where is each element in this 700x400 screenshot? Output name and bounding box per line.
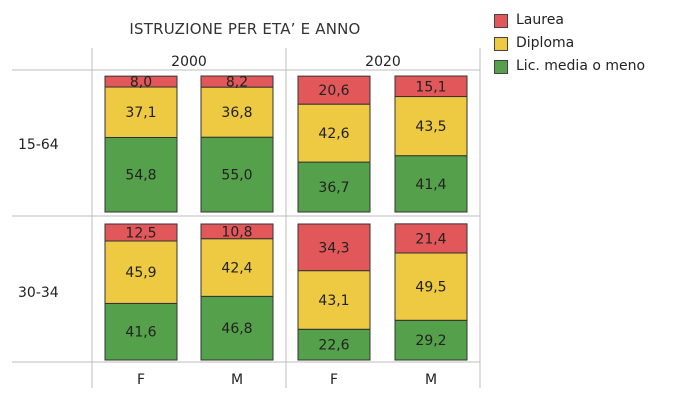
bar-segment-lic-media-o-meno-30-34-2000-m	[200, 295, 274, 361]
data-label-lic-media-o-meno-15-64-2000-f: 54,8	[125, 168, 156, 184]
data-label-lic-media-o-meno-30-34-2000-m: 46,8	[221, 321, 252, 337]
data-label-laurea-30-34-2020-m: 21,4	[415, 231, 446, 247]
data-label-laurea-30-34-2000-f: 12,5	[125, 226, 156, 242]
bar-segment-lic-media-o-meno-30-34-2020-f	[297, 328, 371, 361]
bar-segment-diploma-15-64-2000-m	[200, 86, 274, 138]
bar-segment-lic-media-o-meno-15-64-2000-m	[200, 136, 274, 213]
legend-swatch-laurea	[494, 14, 508, 28]
data-label-diploma-30-34-2000-m: 42,4	[221, 261, 252, 277]
bar-segment-laurea-15-64-2000-f	[104, 75, 178, 88]
bar-segment-lic-media-o-meno-30-34-2020-m	[394, 319, 468, 361]
data-label-laurea-15-64-2020-m: 15,1	[415, 79, 446, 95]
bar-segment-diploma-30-34-2020-m	[394, 252, 468, 321]
data-label-lic-media-o-meno-30-34-2000-f: 41,6	[125, 325, 156, 341]
bar-segment-laurea-30-34-2020-f	[297, 223, 371, 272]
data-label-lic-media-o-meno-15-64-2000-m: 55,0	[221, 168, 252, 184]
data-label-lic-media-o-meno-15-64-2020-f: 36,7	[318, 180, 349, 196]
legend-label-lic-media: Lic. media o meno	[516, 58, 646, 74]
data-label-diploma-15-64-2020-f: 42,6	[318, 126, 349, 142]
data-label-diploma-15-64-2000-m: 36,8	[221, 105, 252, 121]
data-label-laurea-15-64-2000-f: 8,0	[130, 75, 152, 91]
bar-segment-diploma-15-64-2020-f	[297, 103, 371, 163]
bar-segment-laurea-15-64-2000-m	[200, 75, 274, 88]
data-label-diploma-30-34-2000-f: 45,9	[125, 265, 156, 281]
data-label-diploma-30-34-2020-f: 43,1	[318, 293, 349, 309]
data-label-laurea-15-64-2000-m: 8,2	[226, 75, 248, 91]
column-header-2000: 2000	[171, 54, 207, 70]
bar-segment-lic-media-o-meno-15-64-2000-f	[104, 136, 178, 213]
legend-label-diploma: Diploma	[516, 35, 575, 51]
data-label-laurea-15-64-2020-f: 20,6	[318, 83, 349, 99]
data-label-lic-media-o-meno-30-34-2020-f: 22,6	[318, 338, 349, 354]
data-label-laurea-30-34-2000-m: 10,8	[221, 224, 252, 240]
bar-segment-laurea-30-34-2020-m	[394, 223, 468, 254]
category-label-f-3: F	[330, 372, 338, 388]
data-label-diploma-30-34-2020-m: 49,5	[415, 280, 446, 296]
chart-title: ISTRUZIONE PER ETA’ E ANNO	[129, 20, 361, 38]
category-label-m-4: M	[425, 372, 437, 388]
row-header-30-34: 30-34	[18, 285, 59, 301]
bar-segment-laurea-30-34-2000-m	[200, 223, 274, 240]
legend-swatch-diploma	[494, 37, 508, 51]
category-label-m-2: M	[231, 372, 243, 388]
data-label-lic-media-o-meno-30-34-2020-m: 29,2	[415, 333, 446, 349]
data-label-diploma-15-64-2000-f: 37,1	[125, 105, 156, 121]
bar-segment-lic-media-o-meno-15-64-2020-f	[297, 161, 371, 213]
column-header-2020: 2020	[365, 54, 401, 70]
bar-segment-diploma-30-34-2000-m	[200, 238, 274, 297]
data-label-laurea-30-34-2020-f: 34,3	[318, 240, 349, 256]
row-header-15-64: 15-64	[18, 137, 59, 153]
data-label-diploma-15-64-2020-m: 43,5	[415, 119, 446, 135]
bar-segment-diploma-15-64-2000-f	[104, 86, 178, 138]
bar-segment-laurea-15-64-2020-m	[394, 75, 468, 98]
bar-segment-laurea-30-34-2000-f	[104, 223, 178, 242]
data-label-lic-media-o-meno-15-64-2020-m: 41,4	[415, 177, 446, 193]
legend-label-laurea: Laurea	[516, 12, 564, 28]
bar-segment-diploma-30-34-2020-f	[297, 270, 371, 330]
bar-segment-laurea-15-64-2020-f	[297, 75, 371, 105]
legend-swatch-lic-media	[494, 60, 508, 74]
bar-segment-lic-media-o-meno-15-64-2020-m	[394, 155, 468, 213]
category-label-f-1: F	[137, 372, 145, 388]
